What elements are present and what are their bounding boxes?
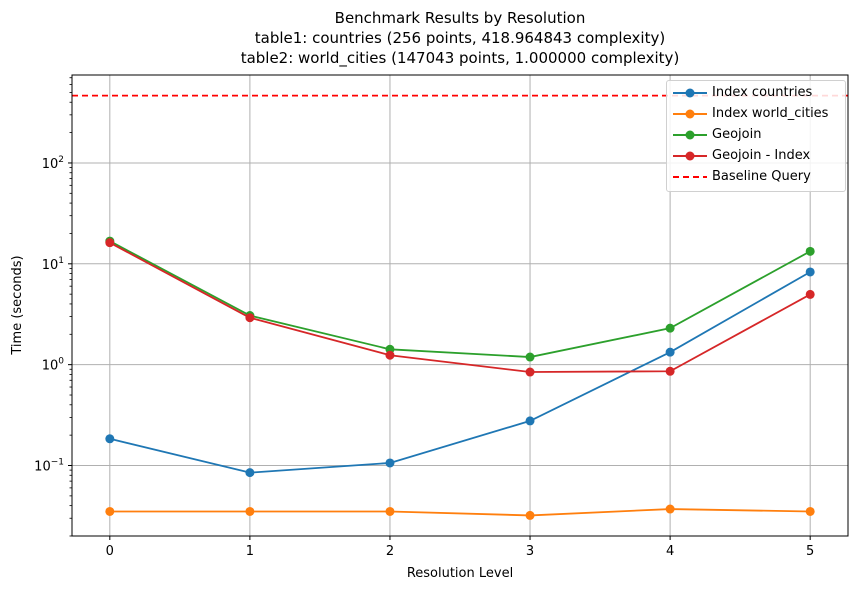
data-point-marker bbox=[385, 506, 395, 516]
data-point-marker bbox=[245, 468, 255, 478]
series-geojoin-index bbox=[105, 238, 815, 377]
legend-label: Baseline Query bbox=[712, 169, 811, 184]
legend-dashed-line-icon bbox=[673, 176, 707, 178]
data-point-marker bbox=[105, 238, 115, 248]
legend-line-marker-icon bbox=[673, 130, 707, 140]
x-tick-label: 0 bbox=[106, 544, 114, 559]
data-point-marker bbox=[525, 352, 535, 362]
y-tick-label: 101 bbox=[42, 256, 64, 273]
legend-item-geojoin: Geojoin bbox=[667, 125, 845, 145]
data-point-marker bbox=[665, 323, 675, 333]
plot-frame bbox=[71, 74, 849, 537]
series-lines bbox=[105, 236, 815, 520]
legend-line-marker-icon bbox=[673, 88, 707, 98]
data-point-marker bbox=[245, 313, 255, 323]
data-point-marker bbox=[385, 350, 395, 360]
chart-title: Benchmark Results by Resolution bbox=[334, 9, 586, 27]
legend-label: Index countries bbox=[712, 85, 813, 100]
chart-subtitle-line-1: table1: countries (256 points, 418.96484… bbox=[254, 29, 666, 47]
x-tick-label: 1 bbox=[246, 544, 254, 559]
legend-label: Index world_cities bbox=[712, 106, 829, 121]
data-point-marker bbox=[525, 367, 535, 377]
data-point-marker bbox=[385, 458, 395, 468]
data-point-marker bbox=[665, 366, 675, 376]
x-axis-label: Resolution Level bbox=[407, 566, 513, 581]
y-axis-ticks: 10−1 100 101 102 bbox=[34, 77, 72, 537]
data-point-marker bbox=[805, 267, 815, 277]
y-tick-label: 100 bbox=[42, 357, 65, 374]
data-point-marker bbox=[805, 506, 815, 516]
x-tick-label: 2 bbox=[386, 544, 394, 559]
series-index-world-cities bbox=[105, 504, 815, 520]
legend-item-baseline-query: Baseline Query bbox=[667, 167, 845, 187]
legend-item-geojoin-minus-index: Geojoin - Index bbox=[667, 146, 845, 166]
series-geojoin bbox=[105, 236, 815, 362]
chart-subtitle-line-2: table2: world_cities (147043 points, 1.0… bbox=[240, 49, 680, 67]
x-tick-label: 3 bbox=[526, 544, 534, 559]
legend: Index countries Index world_cities Geojo… bbox=[666, 80, 846, 192]
data-point-marker bbox=[665, 347, 675, 357]
data-point-marker bbox=[105, 506, 115, 516]
legend-line-marker-icon bbox=[673, 151, 707, 161]
x-axis-ticks: 0 1 2 3 4 5 bbox=[106, 536, 814, 559]
legend-label: Geojoin - Index bbox=[712, 148, 811, 163]
series-index-countries bbox=[105, 267, 815, 478]
x-tick-label: 4 bbox=[666, 544, 674, 559]
data-point-marker bbox=[105, 434, 115, 444]
legend-item-index-countries: Index countries bbox=[667, 83, 845, 103]
data-point-marker bbox=[525, 416, 535, 426]
legend-line-marker-icon bbox=[673, 109, 707, 119]
y-axis-label: Time (seconds) bbox=[10, 255, 25, 355]
data-point-marker bbox=[805, 246, 815, 256]
legend-label: Geojoin bbox=[712, 127, 762, 142]
x-tick-label: 5 bbox=[806, 544, 814, 559]
y-tick-label: 10−1 bbox=[34, 458, 64, 475]
data-point-marker bbox=[665, 504, 675, 514]
data-point-marker bbox=[245, 506, 255, 516]
data-point-marker bbox=[805, 289, 815, 299]
legend-item-index-world-cities: Index world_cities bbox=[667, 104, 845, 124]
y-tick-label: 102 bbox=[42, 155, 64, 172]
data-point-marker bbox=[525, 510, 535, 520]
